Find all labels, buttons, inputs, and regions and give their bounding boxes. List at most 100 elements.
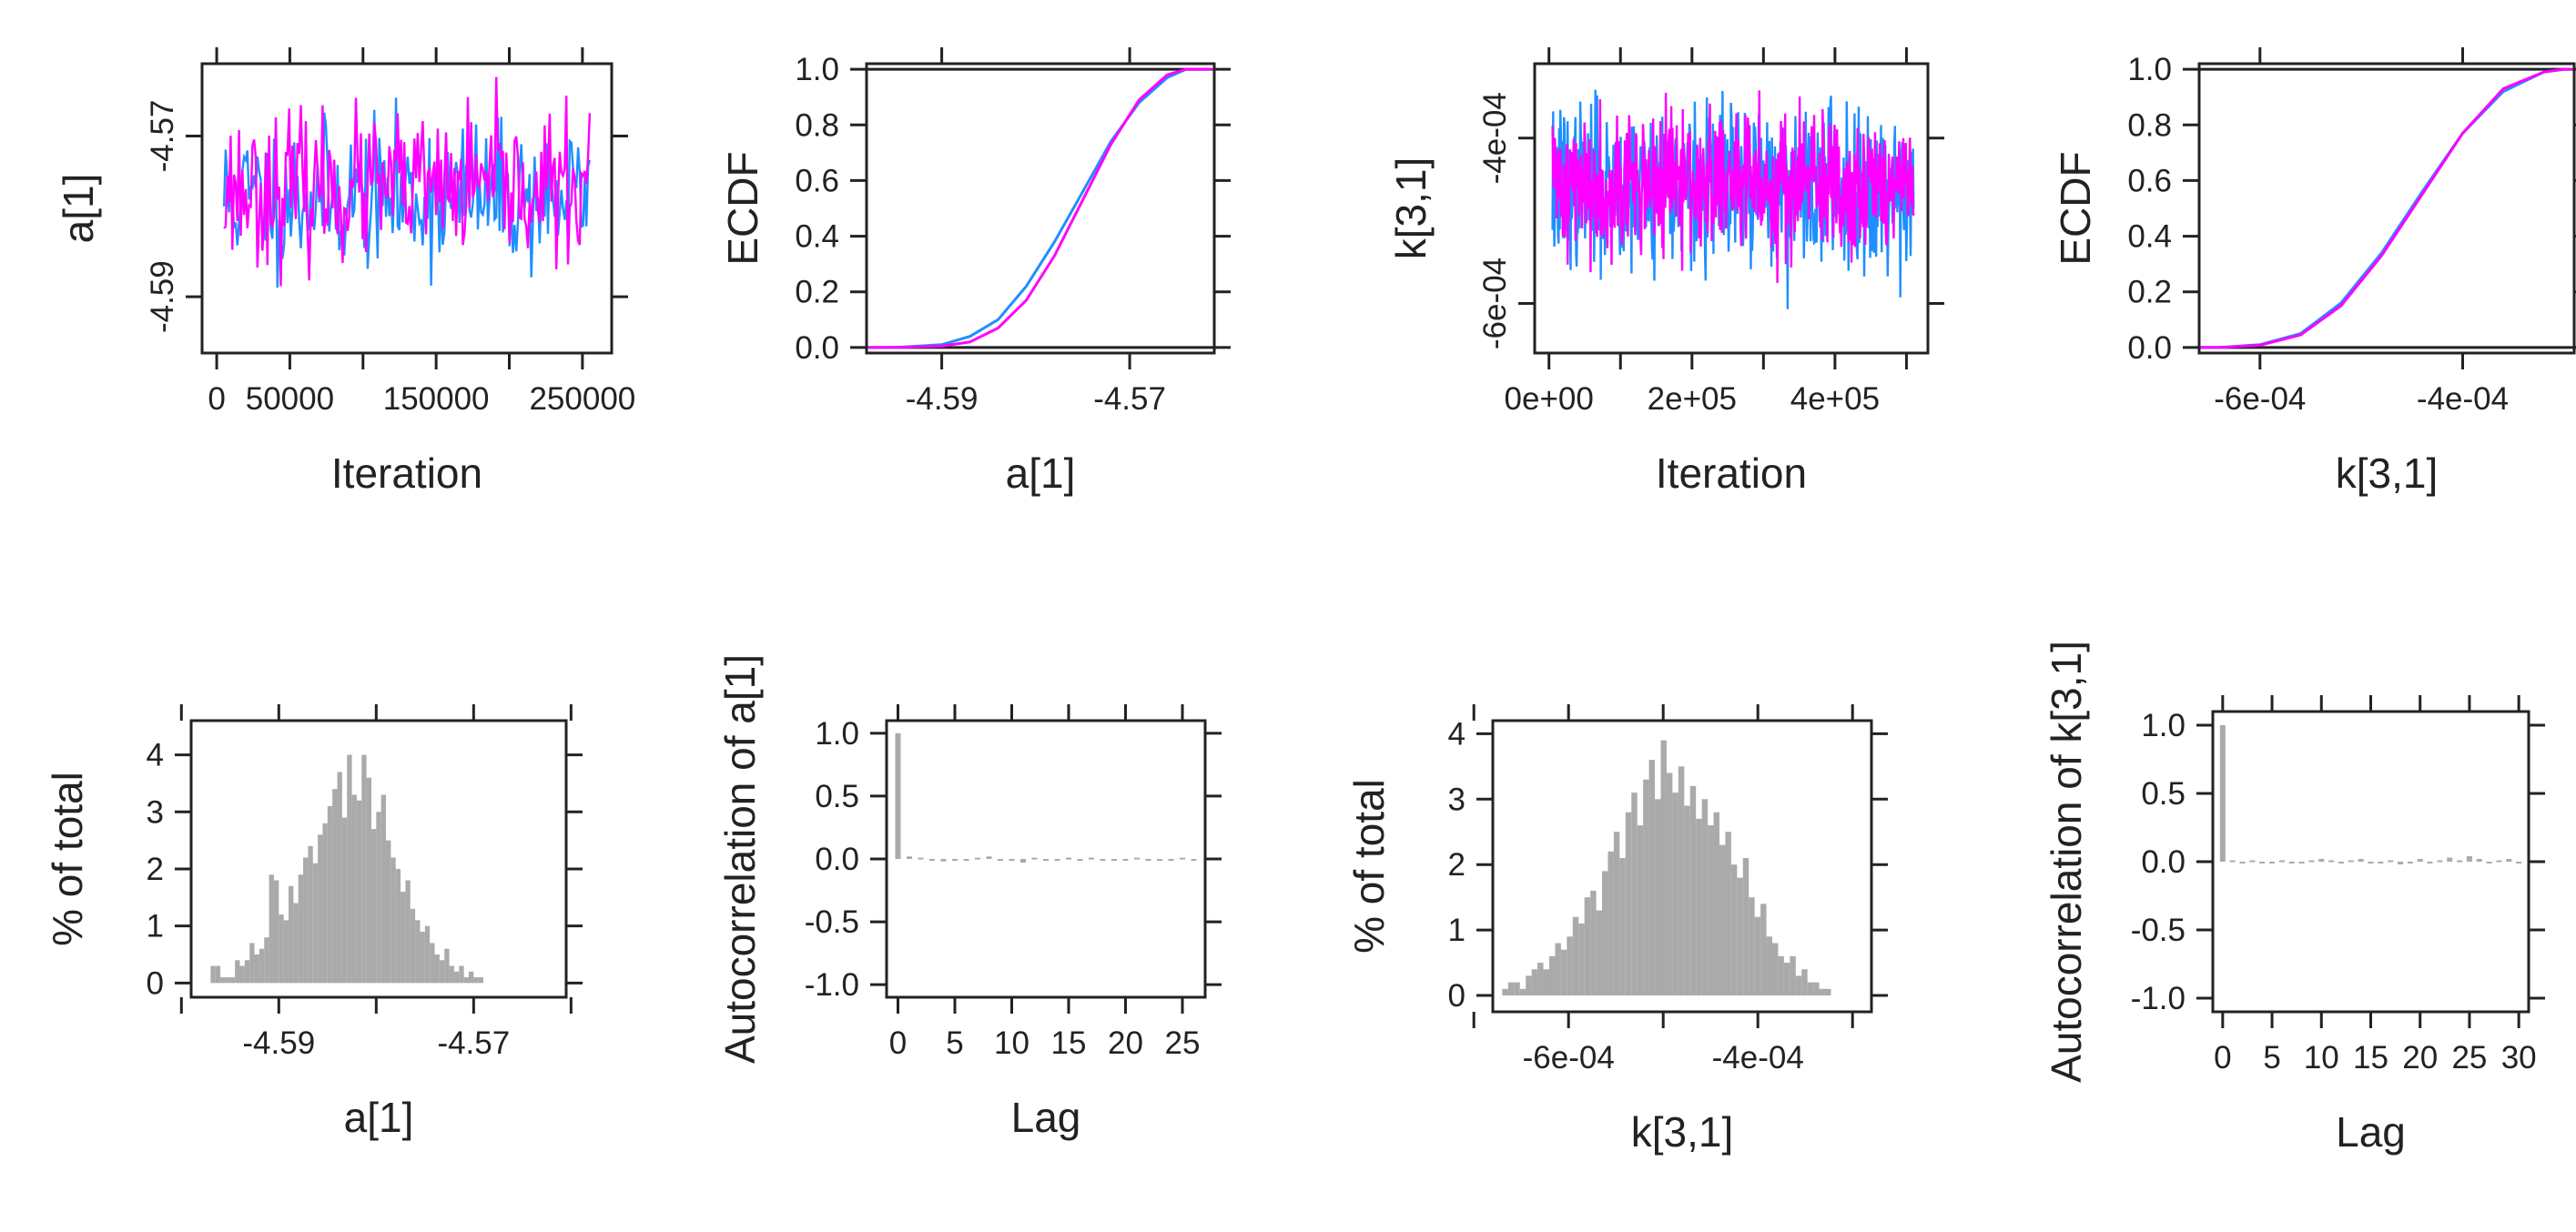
hist-bar — [444, 948, 450, 984]
acf-bar — [975, 857, 980, 860]
acf-bar — [907, 856, 912, 859]
hist-bar — [341, 817, 348, 984]
acf-bar — [2427, 862, 2433, 863]
hist-bar — [1790, 955, 1796, 996]
y-tick-label: 2 — [1448, 847, 1465, 883]
hist-bar — [347, 754, 352, 984]
y-tick-label: -6e-04 — [1477, 258, 1513, 349]
hist-bar — [303, 857, 309, 984]
hist-bar — [1607, 851, 1614, 996]
x-tick-label: 10 — [994, 1025, 1029, 1061]
hist-bar — [1519, 988, 1526, 996]
hist-bar — [1537, 963, 1544, 996]
hist-bar — [1772, 943, 1779, 996]
hist-bar — [249, 943, 255, 984]
x-tick-label: 0 — [208, 381, 225, 417]
hist-bar — [1648, 760, 1656, 996]
hist-bar — [332, 789, 338, 984]
acf-bar — [929, 859, 935, 861]
y-tick-label: 0.2 — [795, 275, 839, 310]
hist-bar — [1613, 832, 1620, 996]
acf-bar — [1157, 859, 1162, 861]
y-tick-label: 0.5 — [815, 779, 859, 814]
acf-bar — [2388, 860, 2394, 863]
hist-bar — [459, 965, 464, 984]
acf-bar — [2368, 862, 2374, 863]
ecdf-series-1 — [2198, 67, 2575, 349]
x-tick-label: 150000 — [383, 381, 490, 417]
hist-bar — [356, 800, 362, 984]
panel-acf-a1: 0 5 10 15 20 25 -1.0 -0.5 0.0 0.5 1.0 Lag Autocorrel… — [716, 654, 1222, 1141]
y-axis-title: Autocorrelation of a[1] — [716, 654, 764, 1064]
hist-bar — [298, 874, 304, 984]
x-axis-title: a[1] — [344, 1094, 414, 1141]
hist-bar — [434, 954, 440, 984]
acf-bar — [1031, 857, 1038, 860]
hist-bar — [293, 903, 299, 984]
hist-bar — [1795, 975, 1802, 996]
x-axis-title: Iteration — [1656, 449, 1807, 497]
acf-bar — [2259, 862, 2266, 863]
y-tick-label: -4.59 — [145, 260, 180, 333]
x-tick-label: 5 — [946, 1025, 963, 1061]
ecdf-series-1 — [866, 67, 1215, 349]
y-tick-label: 0.0 — [2127, 330, 2172, 366]
hist-bar — [1531, 969, 1538, 996]
hist-bar — [254, 954, 259, 984]
x-tick-label: 20 — [1108, 1025, 1143, 1061]
hist-bar — [405, 880, 411, 984]
x-tick-label: -4.59 — [242, 1025, 315, 1061]
hist-bar — [1742, 858, 1749, 996]
hist-bar — [318, 834, 323, 984]
y-tick-label: -0.5 — [2131, 913, 2186, 948]
y-axis-title: ECDF — [719, 151, 766, 265]
acf-bar — [986, 856, 992, 859]
x-tick-label: 250000 — [529, 381, 635, 417]
hist-bar — [420, 931, 425, 984]
hist-bar — [1708, 825, 1714, 996]
x-tick-label: -4e-04 — [1712, 1040, 1804, 1075]
acf-bar — [2476, 859, 2482, 862]
y-tick-label: 2 — [147, 852, 164, 887]
acf-bar — [1180, 857, 1185, 860]
x-tick-label: 2e+05 — [1648, 381, 1737, 417]
hist-bar — [1596, 910, 1603, 996]
panel-ecdf-a1: -4.59 -4.57 0.0 0.2 0.4 0.6 0.8 1.0 a[1] ECDF — [719, 47, 1231, 497]
hist-bar — [415, 920, 421, 984]
acf-bar — [1168, 859, 1174, 861]
acf-bar — [1191, 859, 1197, 861]
hist-bar — [279, 914, 284, 984]
x-tick-label: 20 — [2402, 1040, 2438, 1075]
panel-trace-k31: 0e+00 2e+05 4e+05 -6e-04 -4e-04 Iteration k[3,… — [1387, 47, 1944, 497]
acf-bar — [2447, 857, 2453, 862]
y-tick-label: 0.6 — [2127, 163, 2172, 198]
hist-bar — [322, 823, 328, 984]
x-tick-label: -4.59 — [906, 381, 979, 417]
hist-bar — [430, 943, 435, 984]
acf-bar — [2398, 862, 2404, 864]
hist-bar — [1813, 982, 1820, 996]
hist-bar — [390, 857, 396, 984]
y-tick-label: 0.4 — [2127, 219, 2172, 255]
acf-bar — [2417, 859, 2423, 862]
plot-frame — [1491, 719, 1873, 1014]
y-tick-label: 0.8 — [795, 107, 839, 143]
acf-bar — [963, 859, 969, 861]
x-tick-label: -6e-04 — [2214, 381, 2306, 417]
x-tick-label: -4e-04 — [2417, 381, 2509, 417]
y-axis-title: ECDF — [2052, 151, 2099, 265]
acf-bar — [2318, 859, 2325, 862]
hist-bar — [327, 806, 333, 984]
y-axis-title: a[1] — [55, 174, 102, 244]
hist-bar — [1754, 916, 1761, 996]
acf-bar — [2506, 859, 2512, 862]
y-tick-label: 1.0 — [795, 52, 839, 87]
y-tick-label: 1.0 — [2127, 52, 2172, 87]
y-tick-label: 1 — [1448, 913, 1465, 948]
hist-bar — [1619, 858, 1626, 996]
x-tick-label: 5 — [2263, 1040, 2280, 1075]
x-tick-label: 50000 — [246, 381, 334, 417]
acf-bar — [2496, 860, 2502, 863]
plot-frame — [189, 719, 568, 999]
hist-bar — [473, 977, 479, 984]
